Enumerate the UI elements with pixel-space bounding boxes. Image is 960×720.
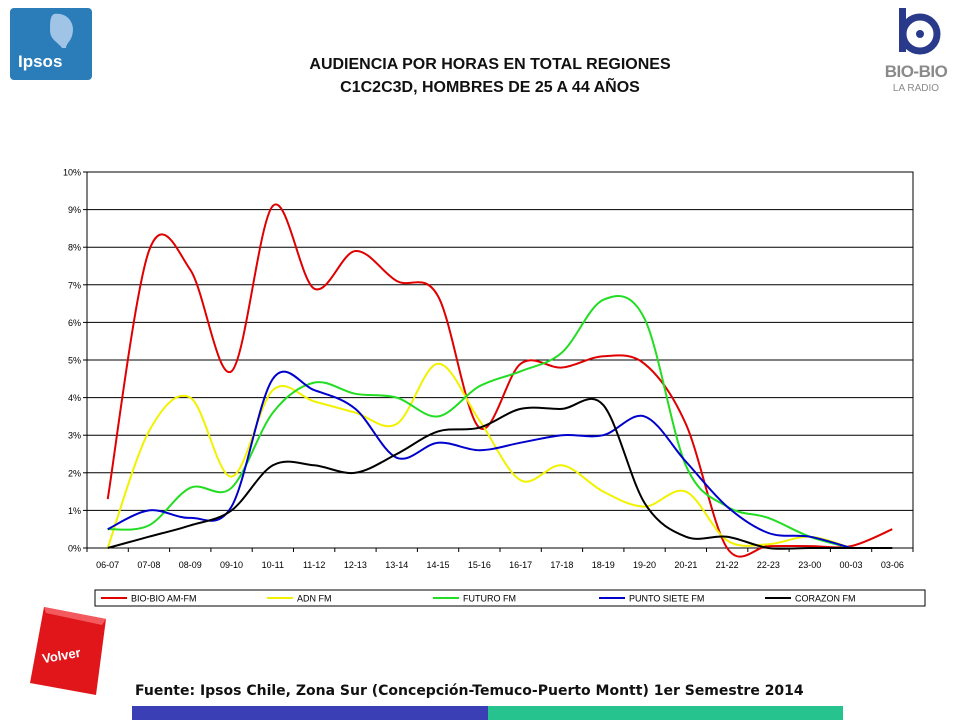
- ipsos-head-icon: [50, 13, 74, 48]
- volver-shape-icon: [30, 607, 106, 695]
- y-tick-label: 2%: [68, 468, 81, 478]
- x-tick-label: 10-11: [262, 560, 284, 570]
- x-tick-label: 09-10: [220, 560, 243, 570]
- series-line-5: [107, 398, 893, 550]
- footer-bar-right: [488, 706, 843, 720]
- x-tick-label: 00-03: [840, 560, 863, 570]
- biobio-logo-text: BIO-BIO: [884, 62, 948, 81]
- y-tick-label: 7%: [68, 280, 81, 290]
- biobio-logo: BIO-BIO LA RADIO: [880, 6, 952, 102]
- x-tick-label: 17-18: [550, 560, 573, 570]
- y-tick-label: 3%: [68, 431, 81, 441]
- ipsos-logo: Ipsos: [10, 8, 92, 80]
- x-tick-label: 20-21: [674, 560, 697, 570]
- x-tick-label: 11-12: [303, 560, 325, 570]
- y-tick-label: 6%: [68, 318, 81, 328]
- x-tick-label: 15-16: [468, 560, 491, 570]
- series-line-4: [107, 370, 852, 549]
- legend-label: BIO-BIO AM-FM: [131, 594, 197, 604]
- page-subtitle: C1C2C3D, HOMBRES DE 25 A 44 AÑOS: [340, 79, 640, 96]
- source-note: Fuente: Ipsos Chile, Zona Sur (Concepció…: [135, 683, 804, 699]
- series-line-2: [106, 362, 852, 549]
- x-tick-label: 03-06: [881, 560, 904, 570]
- legend-label: ADN FM: [297, 594, 332, 604]
- legend-label: FUTURO FM: [463, 594, 516, 604]
- ipsos-logo-text: Ipsos: [18, 52, 63, 71]
- x-tick-label: 19-20: [633, 560, 656, 570]
- volver-button[interactable]: Volver: [30, 605, 106, 695]
- x-tick-label: 12-13: [344, 560, 367, 570]
- legend-box: [94, 589, 926, 607]
- y-tick-label: 5%: [68, 356, 81, 366]
- x-tick-label: 06-07: [96, 560, 119, 570]
- footer-bar-left: [132, 706, 488, 720]
- y-tick-label: 4%: [68, 393, 81, 403]
- legend-label: PUNTO SIETE FM: [629, 594, 704, 604]
- x-tick-label: 07-08: [137, 560, 160, 570]
- y-tick-label: 10%: [63, 168, 81, 178]
- x-tick-label: 23-00: [798, 560, 821, 570]
- y-tick-label: 0%: [68, 544, 81, 554]
- series-line-1: [106, 203, 893, 558]
- x-tick-label: 13-14: [385, 560, 408, 570]
- x-tick-label: 08-09: [179, 560, 202, 570]
- x-tick-label: 14-15: [427, 560, 450, 570]
- x-tick-label: 18-19: [592, 560, 615, 570]
- y-tick-label: 1%: [68, 506, 81, 516]
- x-tick-label: 22-23: [757, 560, 780, 570]
- y-tick-label: 9%: [68, 205, 81, 215]
- legend-label: CORAZON FM: [795, 594, 856, 604]
- x-tick-label: 21-22: [716, 560, 739, 570]
- x-tick-label: 16-17: [509, 560, 532, 570]
- page-title: AUDIENCIA POR HORAS EN TOTAL REGIONES: [309, 56, 671, 73]
- y-tick-label: 8%: [68, 243, 81, 253]
- biobio-mark-icon: [899, 8, 941, 55]
- audience-line-chart: 0% 1% 2% 3% 4% 5% 6% 7% 8% 9% 10% 06-07 07-08 08-09 09…: [63, 168, 926, 607]
- biobio-logo-subtext: LA RADIO: [892, 83, 940, 94]
